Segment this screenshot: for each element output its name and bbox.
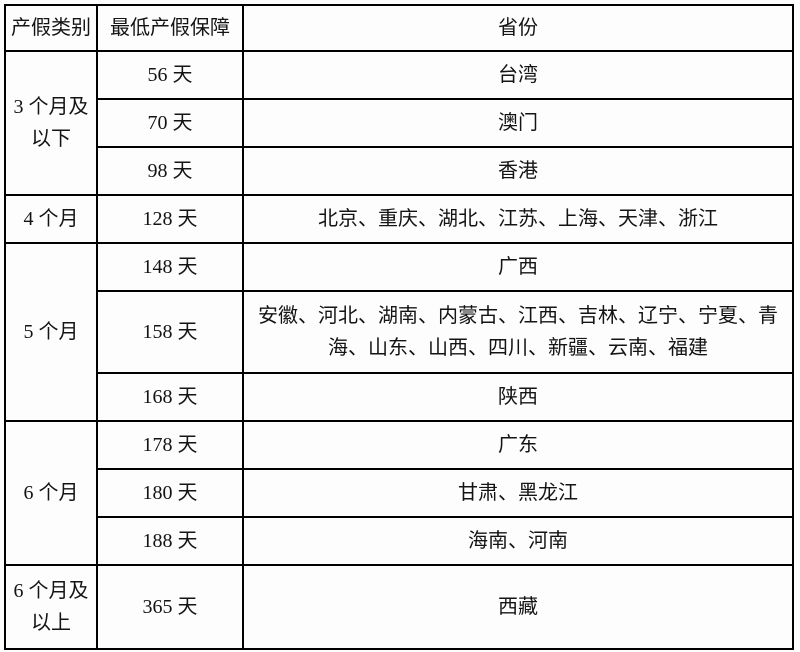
- table-row: 6 个月及以上 365 天 西藏: [4, 564, 794, 650]
- days-cell: 178 天: [96, 420, 244, 470]
- header-category: 产假类别: [4, 4, 98, 52]
- provinces-cell: 西藏: [242, 564, 794, 650]
- days-cell: 158 天: [96, 290, 244, 374]
- table-row: 70 天 澳门: [5, 98, 794, 148]
- provinces-cell: 广西: [242, 242, 794, 292]
- provinces-cell: 安徽、河北、湖南、内蒙古、江西、吉林、辽宁、宁夏、青海、山东、山西、四川、新疆、…: [242, 290, 794, 374]
- provinces-cell: 香港: [242, 146, 794, 196]
- category-cell: 6 个月及以上: [4, 564, 98, 650]
- provinces-cell: 台湾: [242, 50, 794, 100]
- category-cell: 5 个月: [4, 242, 98, 422]
- provinces-cell: 澳门: [242, 98, 794, 148]
- table-row: 98 天 香港: [5, 146, 794, 196]
- table-row: 6 个月 178 天 广东: [4, 420, 794, 566]
- provinces-cell: 北京、重庆、湖北、江苏、上海、天津、浙江: [242, 194, 794, 244]
- days-cell: 148 天: [96, 242, 244, 292]
- provinces-cell: 陕西: [242, 372, 794, 422]
- table-row: 3 个月及以下 56 天 台湾: [4, 50, 794, 196]
- days-cell: 128 天: [96, 194, 244, 244]
- header-province: 省份: [242, 4, 794, 52]
- table-row: 168 天 陕西: [5, 372, 794, 422]
- category-cell: 4 个月: [4, 194, 98, 244]
- days-cell: 180 天: [96, 468, 244, 518]
- provinces-cell: 海南、河南: [242, 516, 794, 566]
- table-row: 180 天 甘肃、黑龙江: [5, 468, 794, 518]
- category-cell: 6 个月: [4, 420, 98, 566]
- table-row: 188 天 海南、河南: [5, 516, 794, 566]
- provinces-cell: 广东: [242, 420, 794, 470]
- days-cell: 98 天: [96, 146, 244, 196]
- provinces-cell: 甘肃、黑龙江: [242, 468, 794, 518]
- days-cell: 56 天: [96, 50, 244, 100]
- days-cell: 188 天: [96, 516, 244, 566]
- maternity-leave-table: 产假类别 最低产假保障 省份 3 个月及以下 56 天 台湾 70 天 澳门 9…: [4, 4, 794, 650]
- days-cell: 365 天: [96, 564, 244, 650]
- header-row: 产假类别 最低产假保障 省份: [4, 4, 794, 52]
- days-cell: 70 天: [96, 98, 244, 148]
- category-cell: 3 个月及以下: [4, 50, 98, 196]
- table-row: 5 个月 148 天 广西: [4, 242, 794, 422]
- table-row: 4 个月 128 天 北京、重庆、湖北、江苏、上海、天津、浙江: [4, 194, 794, 244]
- days-cell: 168 天: [96, 372, 244, 422]
- header-min-leave: 最低产假保障: [96, 4, 244, 52]
- table-row: 158 天 安徽、河北、湖南、内蒙古、江西、吉林、辽宁、宁夏、青海、山东、山西、…: [5, 290, 794, 374]
